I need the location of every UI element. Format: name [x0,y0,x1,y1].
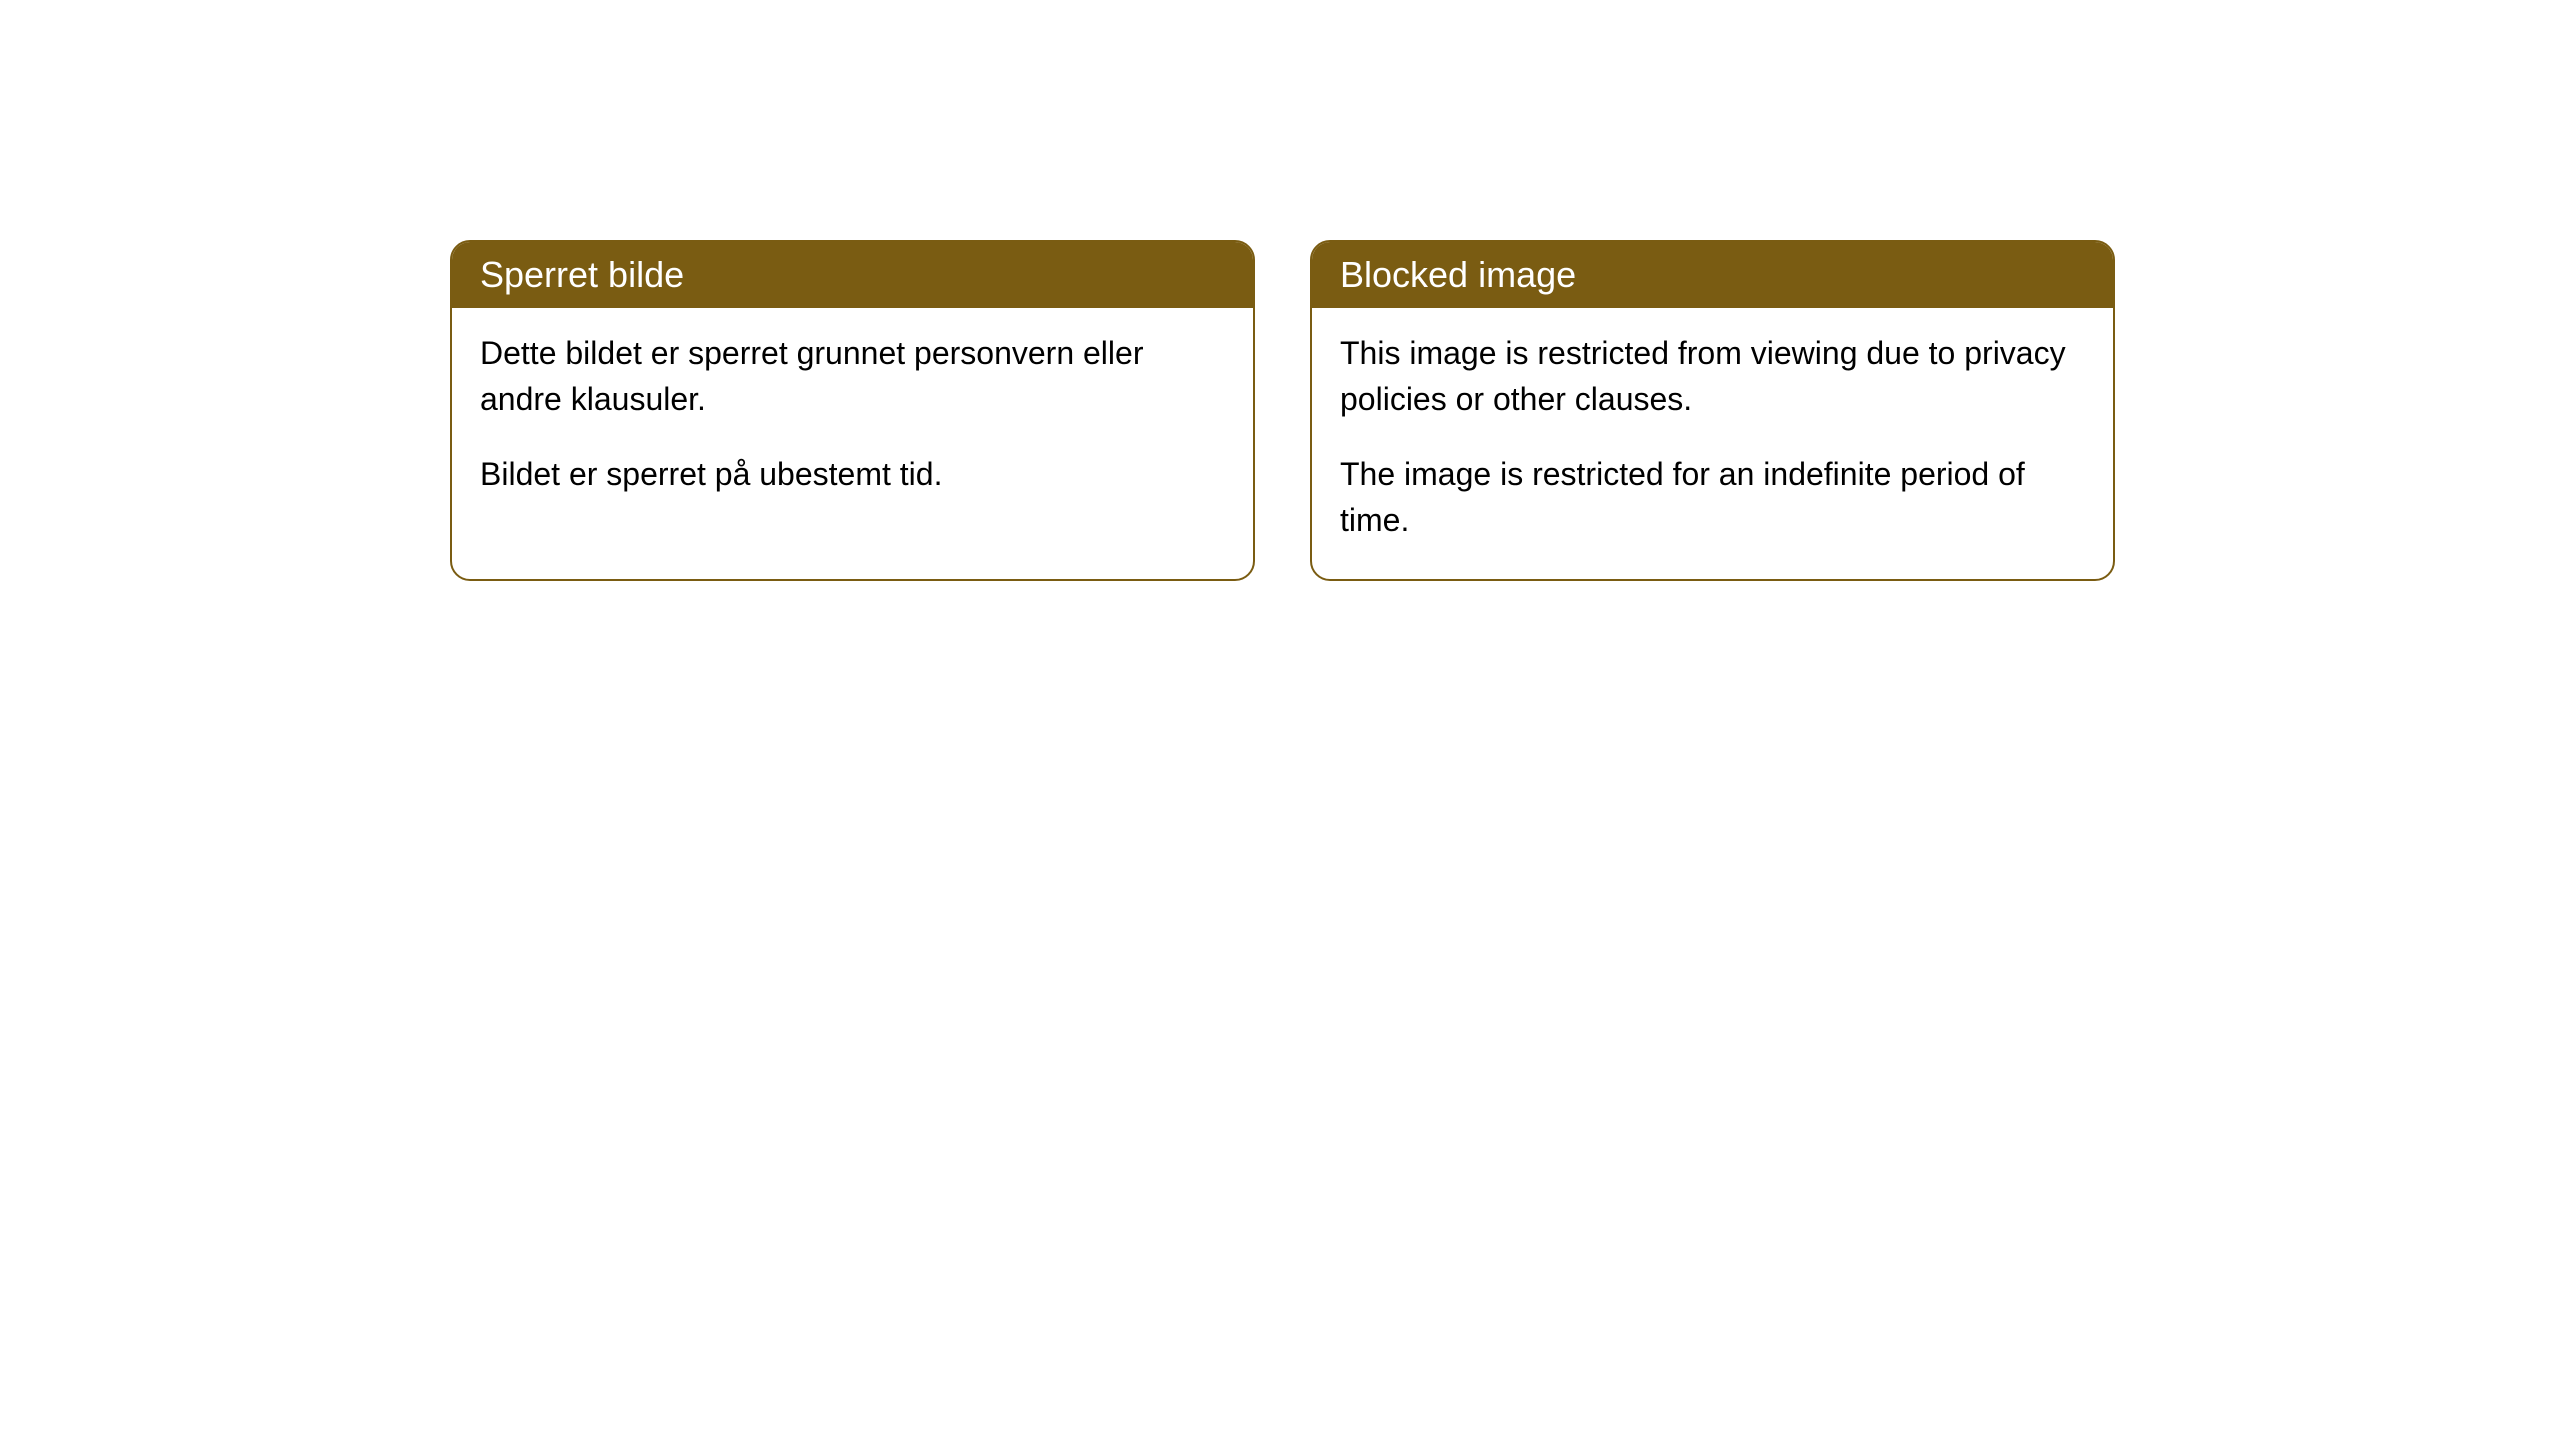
card-paragraph-1-en: This image is restricted from viewing du… [1340,330,2085,423]
card-paragraph-2-no: Bildet er sperret på ubestemt tid. [480,451,1225,497]
cards-container: Sperret bilde Dette bildet er sperret gr… [450,240,2115,581]
blocked-image-card-en: Blocked image This image is restricted f… [1310,240,2115,581]
card-paragraph-1-no: Dette bildet er sperret grunnet personve… [480,330,1225,423]
card-body-no: Dette bildet er sperret grunnet personve… [452,308,1253,532]
card-header-no: Sperret bilde [452,242,1253,308]
blocked-image-card-no: Sperret bilde Dette bildet er sperret gr… [450,240,1255,581]
card-body-en: This image is restricted from viewing du… [1312,308,2113,579]
card-header-en: Blocked image [1312,242,2113,308]
card-paragraph-2-en: The image is restricted for an indefinit… [1340,451,2085,544]
card-title-no: Sperret bilde [480,254,684,295]
card-title-en: Blocked image [1340,254,1576,295]
